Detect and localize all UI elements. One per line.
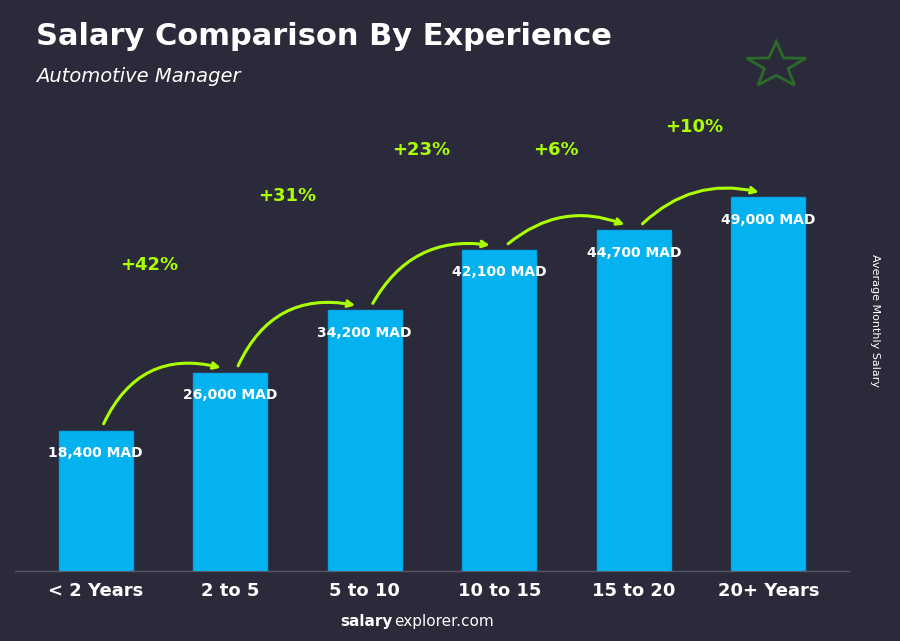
Bar [328, 310, 401, 571]
Text: 42,100 MAD: 42,100 MAD [452, 265, 546, 279]
Text: explorer.com: explorer.com [394, 615, 494, 629]
Bar [732, 197, 806, 571]
Text: 44,700 MAD: 44,700 MAD [587, 246, 681, 260]
Bar [194, 373, 267, 571]
Text: +23%: +23% [392, 142, 450, 160]
Text: Automotive Manager: Automotive Manager [36, 67, 240, 87]
Text: 26,000 MAD: 26,000 MAD [183, 388, 277, 402]
Text: 18,400 MAD: 18,400 MAD [49, 446, 143, 460]
Text: salary: salary [340, 615, 392, 629]
Bar [597, 230, 670, 571]
Bar [463, 250, 536, 571]
Text: +31%: +31% [257, 187, 316, 205]
Text: 34,200 MAD: 34,200 MAD [318, 326, 412, 340]
Text: Salary Comparison By Experience: Salary Comparison By Experience [36, 22, 612, 51]
Bar [58, 431, 132, 571]
Text: +10%: +10% [665, 119, 724, 137]
Text: +42%: +42% [121, 256, 178, 274]
Text: Average Monthly Salary: Average Monthly Salary [869, 254, 880, 387]
Text: +6%: +6% [533, 142, 579, 160]
Text: 49,000 MAD: 49,000 MAD [721, 213, 815, 227]
